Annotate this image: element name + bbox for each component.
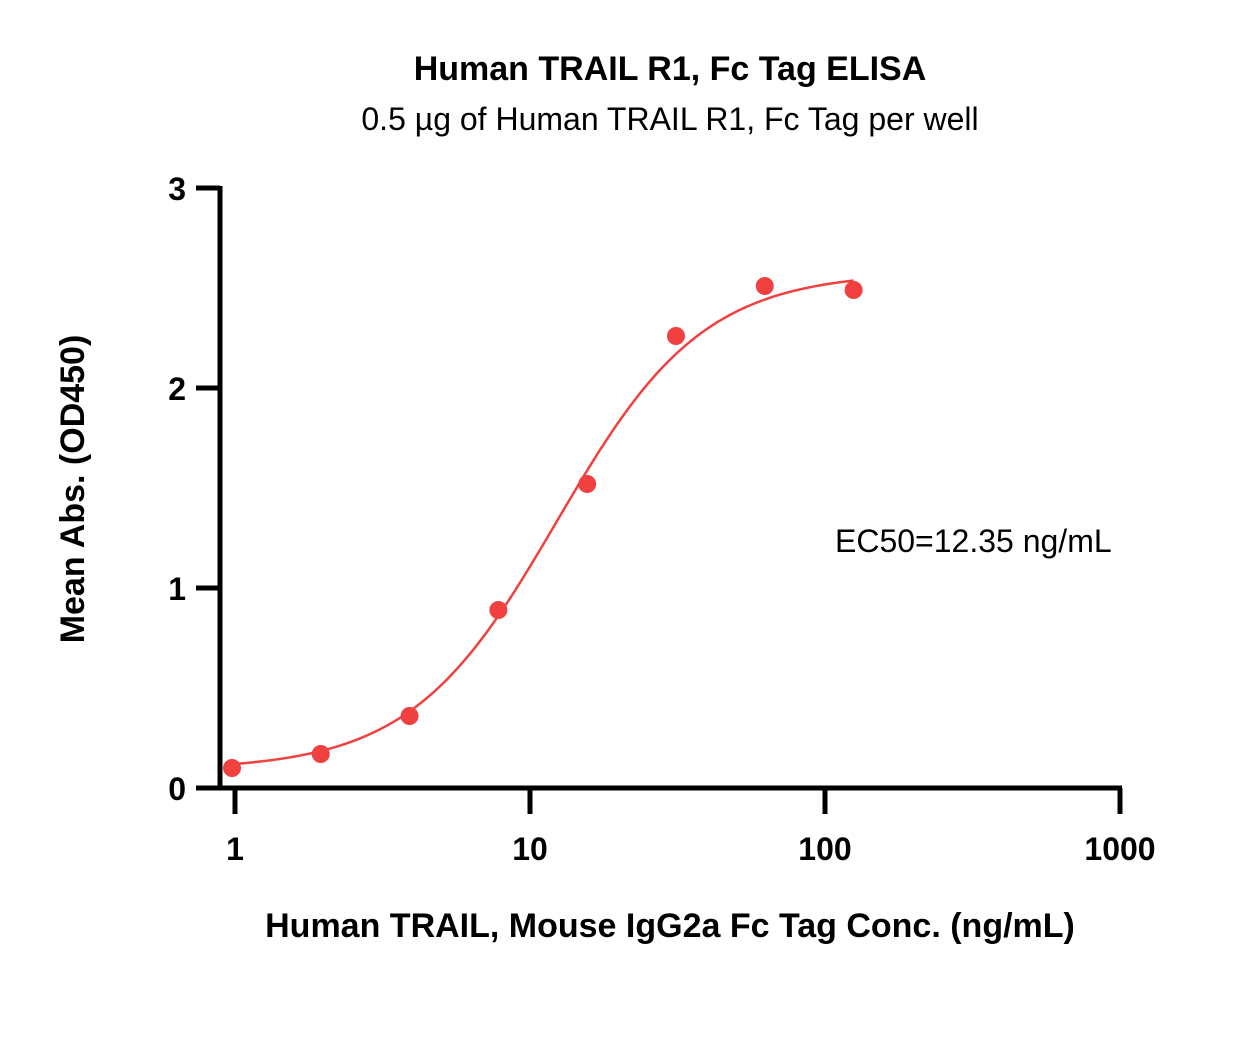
data-point xyxy=(400,707,419,725)
x-tick-label: 10 xyxy=(512,831,548,867)
chart-title: Human TRAIL R1, Fc Tag ELISA xyxy=(414,50,927,88)
y-axis-label: Mean Abs. (OD450) xyxy=(54,335,92,644)
y-tick-label: 0 xyxy=(168,771,186,807)
chart-subtitle: 0.5 µg of Human TRAIL R1, Fc Tag per wel… xyxy=(361,101,978,137)
y-ticks: 0 1 2 3 xyxy=(168,171,220,807)
x-axis-label: Human TRAIL, Mouse IgG2a Fc Tag Conc. (n… xyxy=(265,907,1075,945)
ec50-annotation: EC50=12.35 ng/mL xyxy=(835,523,1112,559)
x-tick-label: 100 xyxy=(798,831,851,867)
x-tick-label: 1 xyxy=(226,831,244,867)
y-tick-label: 2 xyxy=(168,371,186,407)
data-point xyxy=(489,601,508,619)
data-point xyxy=(578,475,597,493)
data-point xyxy=(755,277,774,295)
fit-curve xyxy=(231,279,854,766)
y-tick-label: 1 xyxy=(168,571,186,607)
data-point xyxy=(311,745,330,763)
y-tick-label: 3 xyxy=(168,171,186,207)
x-ticks: 1 10 100 1000 xyxy=(226,788,1156,867)
x-tick-label: 1000 xyxy=(1084,831,1155,867)
data-points xyxy=(223,277,863,777)
data-point xyxy=(844,281,863,299)
data-point xyxy=(223,759,242,777)
axes xyxy=(200,186,1122,791)
data-point xyxy=(666,327,685,345)
